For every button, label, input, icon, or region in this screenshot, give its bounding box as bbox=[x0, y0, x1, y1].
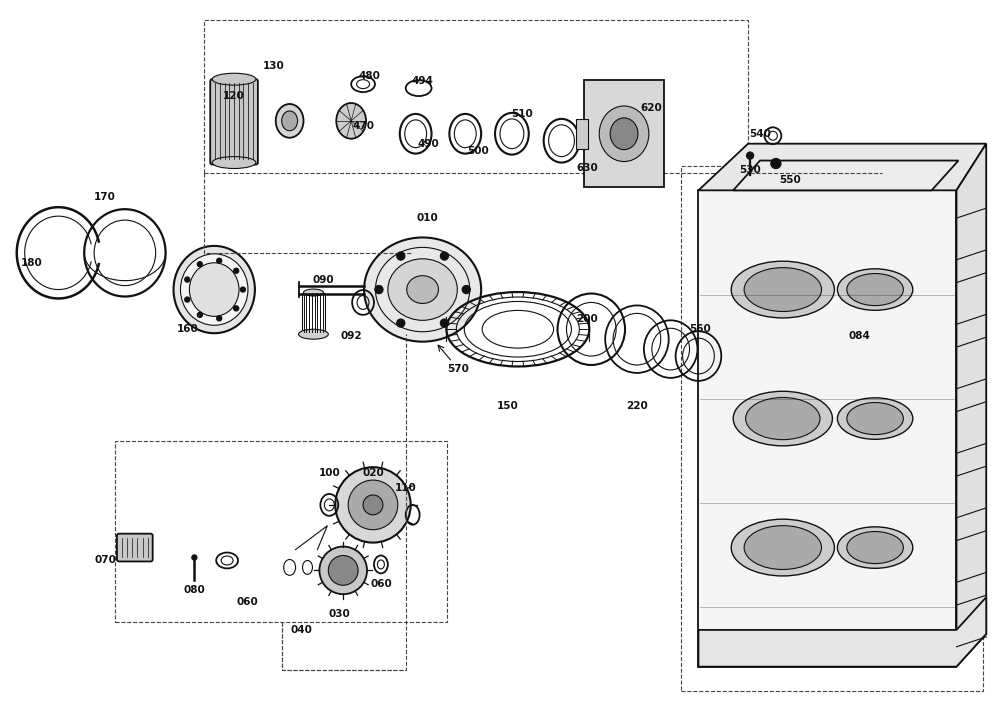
Ellipse shape bbox=[731, 519, 834, 576]
Text: 040: 040 bbox=[291, 625, 312, 635]
Ellipse shape bbox=[744, 526, 822, 570]
Text: 180: 180 bbox=[21, 258, 42, 268]
Circle shape bbox=[747, 152, 754, 159]
Polygon shape bbox=[733, 161, 958, 190]
Text: 080: 080 bbox=[183, 585, 205, 595]
Ellipse shape bbox=[174, 246, 255, 333]
Text: 540: 540 bbox=[749, 129, 771, 139]
Ellipse shape bbox=[599, 106, 649, 161]
Bar bbox=[576, 119, 588, 148]
Text: 620: 620 bbox=[640, 103, 662, 113]
Ellipse shape bbox=[733, 391, 832, 446]
Ellipse shape bbox=[837, 397, 913, 439]
Ellipse shape bbox=[847, 531, 903, 563]
Circle shape bbox=[363, 495, 383, 515]
Text: 160: 160 bbox=[177, 324, 198, 334]
Text: 494: 494 bbox=[412, 76, 434, 86]
Circle shape bbox=[328, 555, 358, 585]
Text: 120: 120 bbox=[223, 91, 245, 101]
Circle shape bbox=[319, 547, 367, 594]
Text: 070: 070 bbox=[94, 555, 116, 565]
Ellipse shape bbox=[212, 156, 256, 169]
Circle shape bbox=[217, 316, 222, 321]
Circle shape bbox=[335, 467, 411, 542]
Text: 150: 150 bbox=[497, 400, 519, 411]
Text: 060: 060 bbox=[236, 597, 258, 607]
Ellipse shape bbox=[837, 269, 913, 311]
Text: 060: 060 bbox=[370, 579, 392, 589]
Text: 570: 570 bbox=[447, 364, 469, 374]
Polygon shape bbox=[698, 190, 956, 667]
Polygon shape bbox=[698, 143, 986, 190]
Bar bbox=[681, 166, 983, 691]
Text: 490: 490 bbox=[418, 139, 439, 148]
Text: 110: 110 bbox=[395, 483, 417, 493]
Circle shape bbox=[397, 319, 405, 327]
Text: 090: 090 bbox=[313, 274, 334, 285]
Circle shape bbox=[375, 285, 383, 293]
Ellipse shape bbox=[212, 73, 256, 85]
Ellipse shape bbox=[837, 527, 913, 568]
Text: 092: 092 bbox=[340, 331, 362, 341]
Bar bbox=[302, 292, 325, 334]
Text: 220: 220 bbox=[626, 400, 648, 411]
Ellipse shape bbox=[407, 276, 438, 303]
Circle shape bbox=[185, 277, 190, 282]
Circle shape bbox=[440, 319, 448, 327]
Circle shape bbox=[197, 262, 202, 266]
Text: 510: 510 bbox=[511, 109, 533, 119]
Ellipse shape bbox=[744, 268, 822, 311]
Text: 170: 170 bbox=[94, 193, 116, 202]
Ellipse shape bbox=[276, 104, 304, 138]
Ellipse shape bbox=[746, 397, 820, 439]
Bar bbox=[115, 442, 447, 622]
Text: 470: 470 bbox=[352, 121, 374, 131]
Circle shape bbox=[440, 252, 448, 260]
Text: 084: 084 bbox=[848, 331, 870, 341]
Text: 200: 200 bbox=[576, 314, 598, 324]
Ellipse shape bbox=[364, 237, 481, 342]
Ellipse shape bbox=[189, 263, 239, 316]
Circle shape bbox=[192, 555, 197, 560]
Circle shape bbox=[771, 159, 781, 169]
Ellipse shape bbox=[847, 403, 903, 434]
Circle shape bbox=[234, 306, 239, 311]
Text: 500: 500 bbox=[467, 146, 489, 156]
FancyBboxPatch shape bbox=[210, 79, 258, 164]
Ellipse shape bbox=[388, 258, 457, 320]
Ellipse shape bbox=[282, 111, 298, 131]
Polygon shape bbox=[698, 597, 986, 667]
Text: 630: 630 bbox=[576, 162, 598, 172]
Ellipse shape bbox=[299, 329, 328, 339]
Circle shape bbox=[397, 252, 405, 260]
Ellipse shape bbox=[731, 261, 834, 318]
Circle shape bbox=[217, 258, 222, 264]
Text: 010: 010 bbox=[417, 213, 438, 223]
Ellipse shape bbox=[336, 103, 366, 139]
Ellipse shape bbox=[847, 274, 903, 306]
Text: 530: 530 bbox=[739, 166, 761, 175]
FancyBboxPatch shape bbox=[584, 80, 664, 188]
Ellipse shape bbox=[610, 118, 638, 150]
Circle shape bbox=[185, 297, 190, 302]
Polygon shape bbox=[956, 143, 986, 667]
Circle shape bbox=[462, 285, 470, 293]
Circle shape bbox=[348, 480, 398, 530]
Circle shape bbox=[234, 269, 239, 273]
Text: 130: 130 bbox=[263, 62, 285, 71]
Ellipse shape bbox=[304, 289, 323, 296]
Bar bbox=[204, 20, 748, 174]
FancyBboxPatch shape bbox=[117, 534, 153, 561]
Text: 030: 030 bbox=[328, 609, 350, 619]
Circle shape bbox=[240, 287, 245, 292]
Circle shape bbox=[197, 313, 202, 317]
Text: 550: 550 bbox=[779, 175, 801, 185]
Text: 020: 020 bbox=[362, 468, 384, 478]
Text: 480: 480 bbox=[358, 71, 380, 81]
Text: 100: 100 bbox=[318, 468, 340, 478]
Text: 560: 560 bbox=[690, 324, 711, 334]
Ellipse shape bbox=[180, 254, 248, 325]
